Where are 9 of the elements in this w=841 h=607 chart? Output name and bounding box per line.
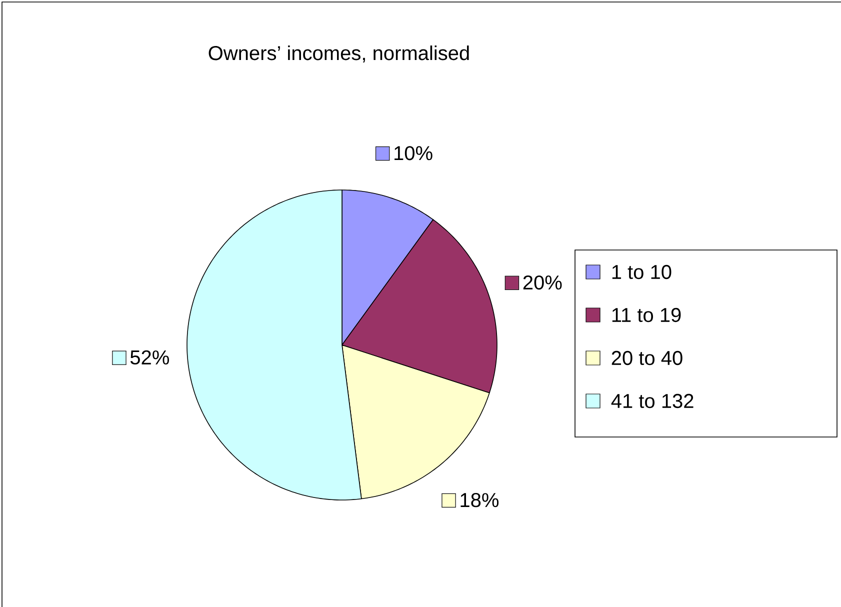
legend-label: 41 to 132 [611,394,694,408]
data-label: 18% [460,492,499,508]
chart-title: Owners’ incomes, normalised [208,45,469,63]
legend-label: 20 to 40 [612,350,682,366]
legend-label: 11 to 19 [612,308,681,322]
legend-label: 1 to 10 [612,264,672,280]
data-label: 20% [523,275,562,290]
data-label: 10% [394,146,432,160]
data-label: 52% [130,350,169,365]
